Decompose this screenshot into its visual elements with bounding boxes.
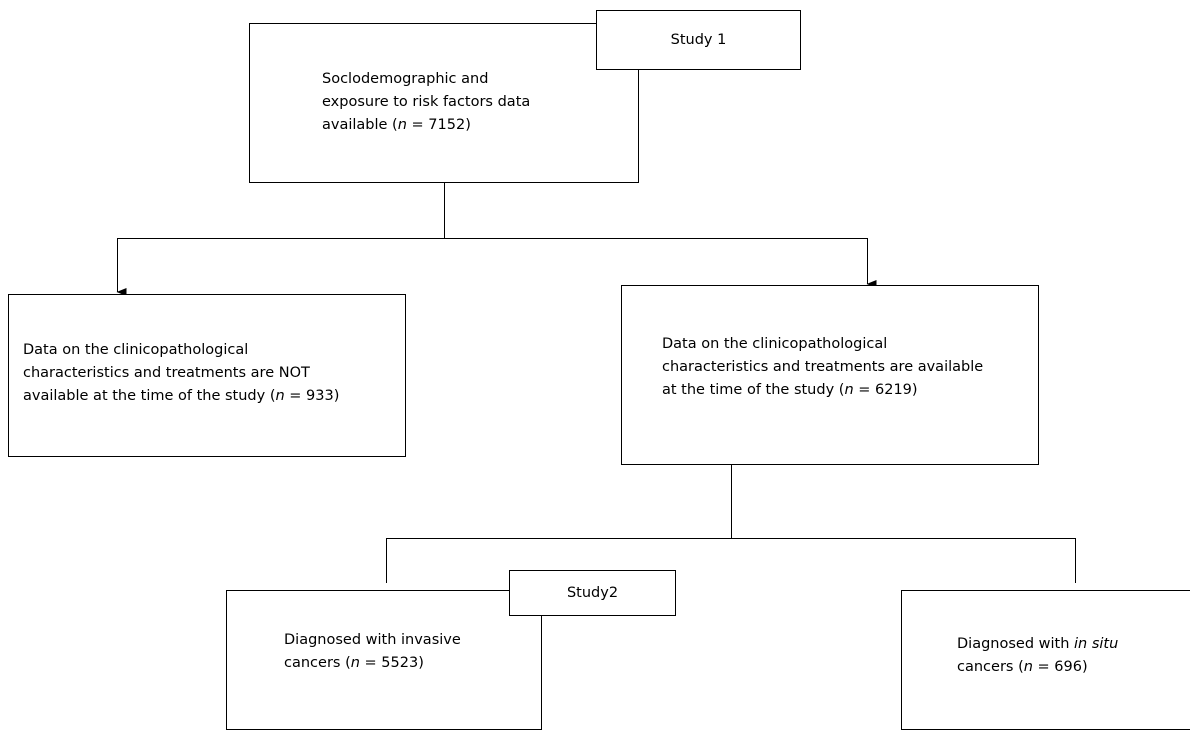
not-available-line-2: characteristics and treatments are NOT [23,365,310,381]
invasive-line-2: cancers (n = 5523) [284,655,424,671]
study2-label-text: Study2 [566,585,619,601]
available-box [621,285,1039,465]
sociodemographic-box [249,23,639,183]
not-available-line-3: available at the time of the study (n = … [23,388,340,404]
available-line-1: Data on the clinicopathological [662,336,888,352]
not-available-line-1: Data on the clinicopathological [23,342,249,358]
sociodemographic-line-2: exposure to risk factors data [322,94,531,110]
study1-label: Study 1 [596,10,801,70]
invasive-text: Diagnosed with invasive cancers (n = 552… [284,629,461,675]
available-text: Data on the clinicopathological characte… [662,333,983,402]
study2-label: Study2 [509,570,676,616]
sociodemographic-text: Soclodemographic and exposure to risk fa… [322,68,530,137]
not-available-text: Data on the clinicopathological characte… [23,339,339,408]
available-line-2: characteristics and treatments are avail… [662,359,984,375]
available-line-3: at the time of the study (n = 6219) [662,382,918,398]
not-available-box [8,294,406,457]
invasive-box [226,590,542,730]
study1-label-text: Study 1 [670,32,727,48]
sociodemographic-line-3: available (n = 7152) [322,117,471,133]
in-situ-text: Diagnosed with in situ cancers (n = 696) [957,633,1118,679]
in-situ-line-2: cancers (n = 696) [957,659,1088,675]
sociodemographic-line-1: Soclodemographic and [322,71,489,87]
in-situ-line-1: Diagnosed with in situ [957,636,1119,652]
invasive-line-1: Diagnosed with invasive [284,632,461,648]
